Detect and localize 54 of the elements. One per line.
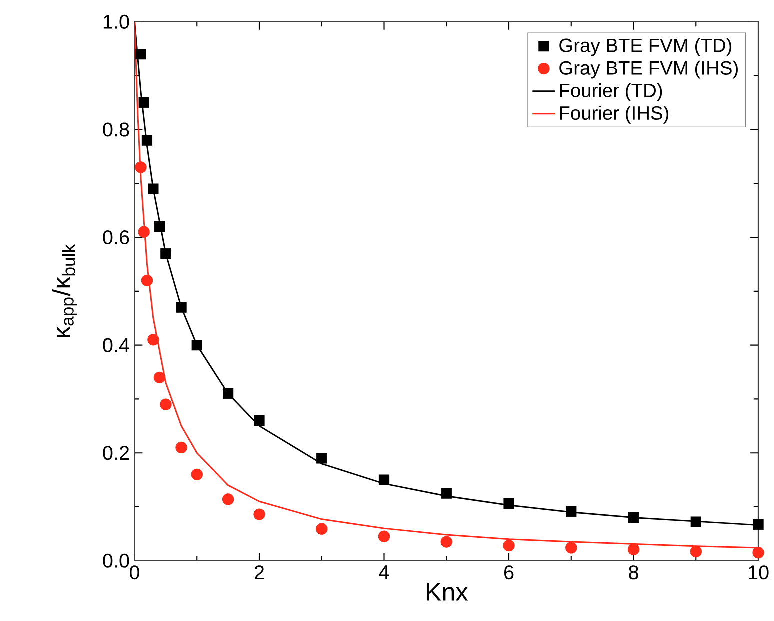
x-tick-label: 10 (748, 566, 769, 580)
point (316, 453, 328, 464)
legend-label: Fourier (TD) (560, 84, 662, 102)
x-tick-label: 6 (504, 566, 514, 580)
point (254, 416, 265, 426)
point (566, 506, 577, 518)
point (135, 162, 147, 174)
point (142, 135, 153, 146)
point (566, 542, 578, 554)
x-axis-title: Knx (426, 584, 468, 601)
point (503, 540, 515, 552)
point (690, 546, 702, 558)
legend-label: Gray BTE FVM (TD) (560, 38, 732, 56)
point (378, 530, 390, 543)
point (690, 516, 702, 528)
point (136, 49, 146, 60)
x-tick-label: 0 (130, 566, 140, 580)
point (176, 302, 187, 314)
point (504, 498, 514, 510)
x-tick-label: 8 (629, 566, 638, 580)
y-tick-label: 0.2 (103, 446, 130, 460)
point (192, 340, 202, 351)
point (191, 468, 203, 481)
point (628, 544, 640, 556)
point (176, 442, 188, 454)
point (138, 226, 150, 238)
x-tick-label: 4 (379, 566, 390, 580)
point (223, 388, 234, 400)
y-tick-label: 0.8 (103, 122, 130, 137)
y-tick-label: 0.6 (103, 230, 130, 245)
y-tick-label: 0.4 (103, 338, 130, 352)
point (378, 474, 390, 486)
point (254, 508, 266, 520)
x-tick-label: 2 (254, 566, 264, 580)
point (138, 98, 150, 108)
point (154, 222, 165, 232)
point (753, 520, 764, 530)
legend-label: Fourier (IHS) (560, 106, 669, 124)
point (160, 248, 172, 260)
point (160, 398, 172, 411)
y-tick-label: 0.0 (103, 554, 130, 568)
point (154, 372, 166, 384)
point (441, 488, 452, 499)
point (148, 184, 159, 194)
point (628, 512, 640, 524)
y-tick-label: 1.0 (104, 15, 130, 30)
legend-label: Gray BTE FVM (IHS) (560, 60, 738, 79)
point (222, 494, 234, 506)
point (316, 523, 328, 536)
y-axis-title: κ$_{app}$/κ$_{bulk}$ (52, 244, 78, 338)
point (148, 334, 160, 346)
point (752, 547, 764, 559)
point (440, 536, 452, 548)
point (141, 274, 154, 287)
